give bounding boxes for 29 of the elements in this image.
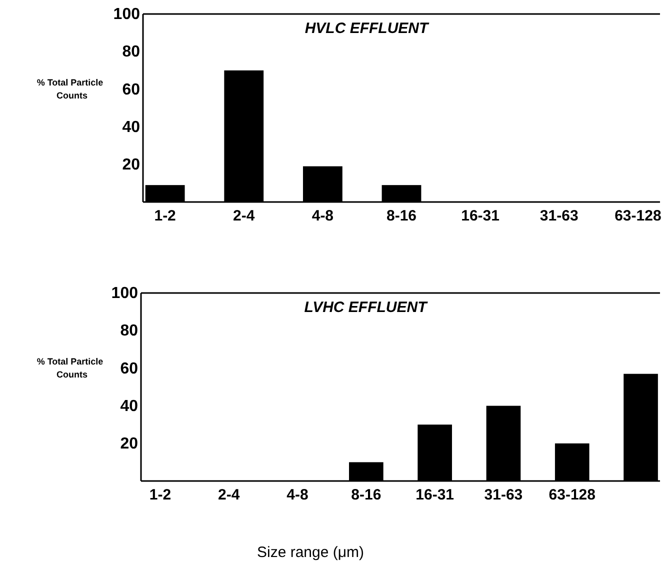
y-axis-title: % Total Particle Counts [36, 356, 104, 380]
chart-title: LVHC EFFLUENT [304, 299, 429, 316]
x-tick-label: 1-2 [149, 486, 172, 504]
x-tick-label: 63-128 [548, 486, 596, 504]
x-tick-label: 2-4 [233, 208, 256, 225]
x-axis-title: Size range (μm) [256, 544, 364, 561]
x-tick-label: 2-4 [218, 486, 240, 504]
y-tick-label: 20 [120, 436, 138, 453]
y-tick-label: 40 [120, 398, 138, 415]
x-tick-label: 16-31 [416, 486, 454, 504]
x-tick-label: 31-63 [540, 208, 578, 225]
x-tick-label: 16-31 [461, 208, 500, 225]
y-tick-label: 40 [122, 118, 140, 136]
y-tick-label: 60 [120, 360, 138, 378]
y-tick-label: 100 [111, 285, 138, 302]
x-tick-label: 31-63 [484, 486, 523, 504]
y-tick-label: 80 [122, 44, 140, 61]
x-tick-label: 4-8 [312, 208, 334, 225]
y-tick-label: 20 [122, 156, 140, 174]
y-tick-label: 100 [113, 6, 140, 24]
y-axis-title: % Total Particle Counts [36, 77, 104, 100]
y-tick-label: 60 [122, 81, 140, 98]
x-tick-label: 63-128 [614, 208, 662, 225]
x-tick-label: 8-16 [351, 486, 382, 504]
chart-title: HVLC EFFLUENT [304, 20, 430, 37]
x-tick-label: 4-8 [286, 486, 308, 504]
x-tick-label: 1-2 [154, 208, 176, 225]
y-tick-label: 80 [120, 322, 138, 340]
x-tick-label: 8-16 [386, 208, 417, 225]
